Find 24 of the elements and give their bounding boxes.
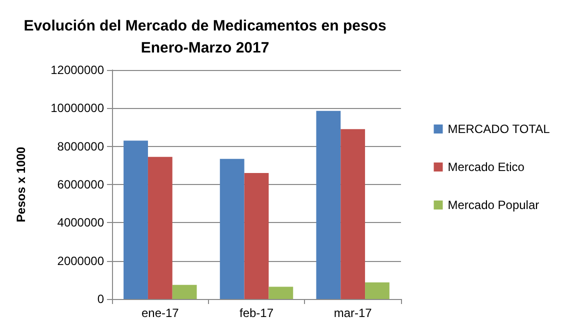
y-tick-label: 12000000	[50, 63, 104, 77]
bar	[124, 140, 148, 299]
x-tick-label: ene-17	[141, 306, 180, 320]
y-tick-label: 2000000	[57, 254, 104, 268]
x-tick-label: feb-17	[239, 306, 274, 320]
y-tick-label: 6000000	[57, 178, 104, 192]
legend-label: MERCADO TOTAL	[448, 122, 550, 136]
y-tick-label: 10000000	[50, 101, 104, 116]
y-tick-label: 8000000	[57, 139, 104, 154]
y-axis-title: Pesos x 1000	[14, 146, 28, 222]
bar	[220, 158, 244, 299]
chart-title: Evolución del Mercado de Medicamentos en pesos Enero-Marzo 2017	[24, 18, 386, 56]
bar	[316, 110, 341, 299]
bar	[340, 129, 366, 299]
legend-label: Mercado Popular	[448, 198, 540, 212]
x-tick-label: mar-17	[334, 306, 372, 320]
bar	[268, 286, 294, 299]
bar	[365, 282, 390, 299]
bar	[244, 173, 269, 299]
bar	[148, 156, 172, 299]
bar	[172, 284, 197, 299]
y-tick-label: 4000000	[57, 216, 104, 230]
y-tick-label: 0	[97, 292, 104, 306]
legend-label: Mercado Etico	[448, 160, 525, 174]
